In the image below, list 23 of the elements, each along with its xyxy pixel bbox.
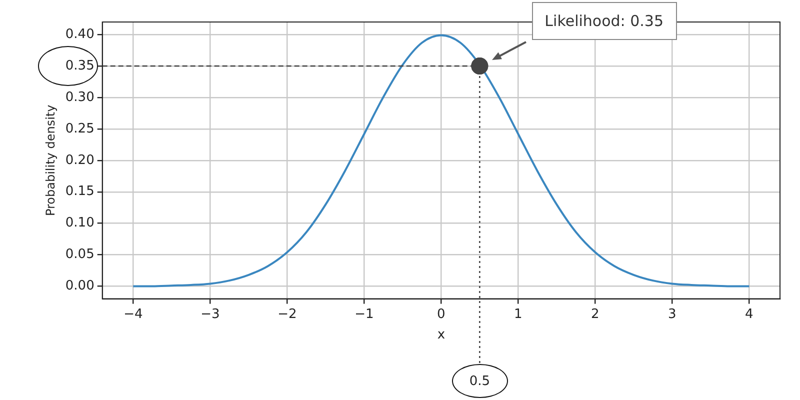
x-tick-label: 0	[437, 306, 446, 322]
x-tick-label: −1	[354, 306, 374, 322]
x-tick-label: −3	[200, 306, 220, 322]
y-tick-label: 0.40	[65, 26, 94, 42]
x-tick-label: 1	[514, 306, 522, 322]
annotation: Likelihood: 0.35	[532, 2, 677, 40]
x-tick-label: 3	[668, 306, 676, 322]
line-series	[132, 34, 750, 288]
x-axis-title: x	[437, 328, 446, 343]
y-axis-title: Probability density	[43, 104, 58, 216]
x-tick-label: 2	[591, 306, 600, 322]
y-tick-label: 0.10	[65, 216, 94, 231]
y-tick-label: 0.05	[65, 247, 94, 262]
x-tick-label: 4	[745, 306, 754, 322]
y-tick-label: 0.30	[65, 90, 94, 105]
x-tick-label: −4	[124, 306, 143, 322]
y-tick-label: 0.20	[65, 152, 94, 168]
x-tick-label: −2	[278, 306, 297, 322]
y-tick-label: 0.35	[65, 58, 94, 74]
y-tick-label: 0.25	[65, 121, 94, 136]
y-tick-label: 0.00	[65, 278, 94, 294]
y-tick-label: 0.15	[65, 184, 94, 200]
ref-line-label: 0.5	[452, 364, 508, 398]
